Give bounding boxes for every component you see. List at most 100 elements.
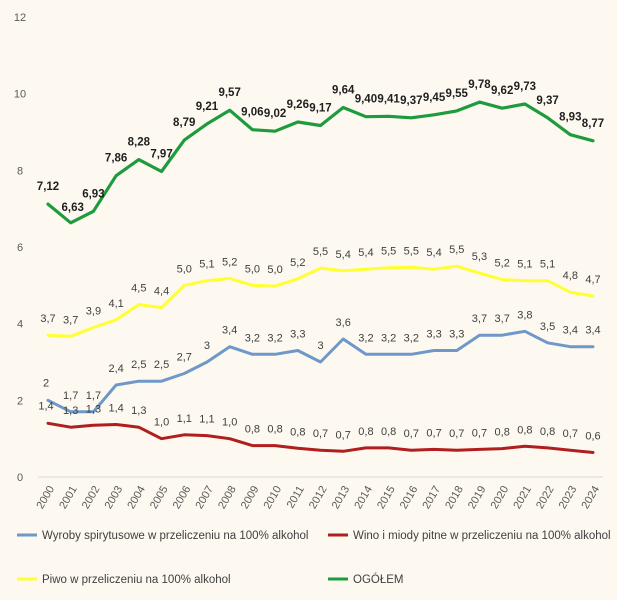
series-line-spirits [46, 329, 595, 414]
data-label-wine: 1,0 [154, 417, 169, 429]
data-label-total: 9,55 [446, 88, 469, 100]
data-label-wine: 0,8 [290, 426, 305, 438]
data-label-spirits: 3,4 [222, 325, 237, 337]
x-tick-label: 2002 [80, 484, 103, 511]
y-tick-label: 6 [17, 242, 23, 254]
x-tick-label: 2012 [307, 484, 330, 511]
data-label-wine: 1,3 [63, 405, 78, 417]
data-label-spirits: 3,2 [381, 332, 396, 344]
data-label-wine: 0,7 [404, 428, 419, 440]
data-label-total: 6,93 [82, 188, 104, 200]
legend-label-spirits: Wyroby spirytusowe w przeliczeniu na 100… [42, 530, 308, 542]
data-label-spirits: 2,5 [131, 359, 146, 371]
data-label-beer: 5,0 [245, 263, 260, 275]
data-label-total: 9,64 [332, 84, 355, 96]
data-label-wine: 0,7 [449, 428, 464, 440]
x-tick-label: 2001 [57, 484, 80, 511]
y-tick-label: 10 [14, 89, 26, 101]
data-label-spirits: 3,3 [426, 329, 441, 341]
data-label-wine: 0,8 [517, 424, 532, 436]
data-label-wine: 0,7 [426, 427, 441, 439]
data-label-spirits: 3,6 [336, 317, 351, 329]
data-label-beer: 5,0 [177, 263, 192, 275]
data-label-total: 8,79 [173, 117, 195, 129]
data-label-wine: 0,7 [472, 427, 487, 439]
data-label-spirits: 3,4 [563, 325, 578, 337]
data-label-total: 8,93 [559, 112, 581, 124]
data-label-spirits: 2 [43, 377, 49, 389]
y-tick-label: 12 [14, 12, 26, 24]
data-label-wine: 0,8 [540, 426, 555, 438]
data-label-total: 7,86 [105, 153, 127, 165]
data-label-wine: 1,3 [86, 403, 101, 415]
legend-item-wine: Wino i miody pitne w przeliczeniu na 100… [328, 530, 611, 542]
data-label-total: 9,06 [241, 107, 263, 119]
data-label-beer: 3,7 [40, 313, 55, 325]
data-label-beer: 5,0 [267, 264, 282, 276]
x-tick-label: 2011 [285, 484, 307, 510]
data-label-beer: 5,5 [404, 245, 419, 257]
data-label-total: 9,17 [309, 102, 331, 114]
data-label-spirits: 2,7 [177, 352, 192, 364]
legend: Wyroby spirytusowe w przeliczeniu na 100… [17, 530, 611, 586]
x-tick-label: 2003 [103, 484, 126, 511]
data-label-spirits: 3,8 [517, 309, 532, 321]
data-label-beer: 5,4 [358, 247, 373, 259]
data-label-total: 8,77 [582, 118, 604, 130]
x-tick-label: 2020 [489, 484, 512, 511]
data-label-wine: 0,7 [336, 429, 351, 441]
data-label-wine: 0,8 [495, 427, 510, 439]
legend-label-beer: Piwo w przeliczeniu na 100% alkohol [42, 574, 231, 586]
x-tick-label: 2014 [352, 484, 375, 511]
data-label-beer: 5,4 [426, 247, 441, 259]
data-label-beer: 5,5 [313, 246, 328, 258]
data-label-total: 9,37 [536, 95, 558, 107]
x-tick-label: 2004 [125, 484, 148, 511]
x-tick-label: 2023 [557, 484, 580, 511]
data-label-total: 9,62 [491, 85, 513, 97]
data-labels: 2 1,7 1,7 2,4 2,5 2,5 2,7 3 3,4 3,2 3,2 3,3 3 3,6 3,2 3… [37, 79, 604, 442]
data-label-beer: 3,9 [86, 306, 101, 318]
data-label-wine: 1,1 [199, 414, 214, 426]
series-line-beer [46, 264, 595, 338]
data-label-spirits: 3,2 [245, 332, 260, 344]
data-label-spirits: 3 [204, 340, 210, 352]
x-tick-label: 2013 [330, 484, 353, 511]
data-label-beer: 5,2 [495, 258, 510, 270]
x-tick-label: 2005 [148, 484, 171, 511]
data-label-wine: 1,0 [222, 417, 237, 429]
data-label-total: 6,63 [62, 202, 84, 214]
data-label-beer: 5,1 [517, 259, 532, 271]
x-tick-label: 2007 [193, 484, 216, 511]
data-label-total: 9,73 [514, 81, 536, 93]
data-label-beer: 5,2 [290, 257, 305, 269]
x-tick-label: 2010 [262, 484, 285, 511]
data-label-spirits: 3,2 [404, 332, 419, 344]
data-label-spirits: 2,5 [154, 359, 169, 371]
x-tick-label: 2009 [239, 484, 262, 511]
legend-item-beer: Piwo w przeliczeniu na 100% alkohol [17, 574, 231, 586]
y-tick-label: 0 [17, 472, 23, 484]
data-label-total: 9,45 [423, 92, 446, 104]
data-label-beer: 5,5 [381, 246, 396, 258]
y-tick-label: 8 [17, 165, 23, 177]
x-tick-label: 2019 [466, 484, 489, 511]
data-label-beer: 5,3 [472, 251, 487, 263]
series-lines [46, 100, 595, 454]
legend-item-spirits: Wyroby spirytusowe w przeliczeniu na 100… [17, 530, 308, 542]
data-label-wine: 0,8 [358, 426, 373, 438]
data-label-spirits: 3,7 [495, 313, 510, 325]
x-tick-label: 2015 [375, 484, 398, 511]
data-label-total: 9,26 [287, 99, 309, 111]
data-label-beer: 5,4 [336, 249, 351, 261]
data-label-spirits: 3,4 [585, 325, 600, 337]
data-label-wine: 0,8 [267, 424, 282, 436]
data-label-spirits: 1,7 [63, 390, 78, 402]
y-tick-label: 4 [17, 319, 23, 331]
x-tick-label: 2006 [171, 484, 194, 511]
x-tick-label: 2016 [398, 484, 421, 511]
x-tick-label: 2021 [511, 484, 534, 511]
data-label-total: 9,02 [264, 108, 286, 120]
data-label-wine: 1,3 [131, 405, 146, 417]
